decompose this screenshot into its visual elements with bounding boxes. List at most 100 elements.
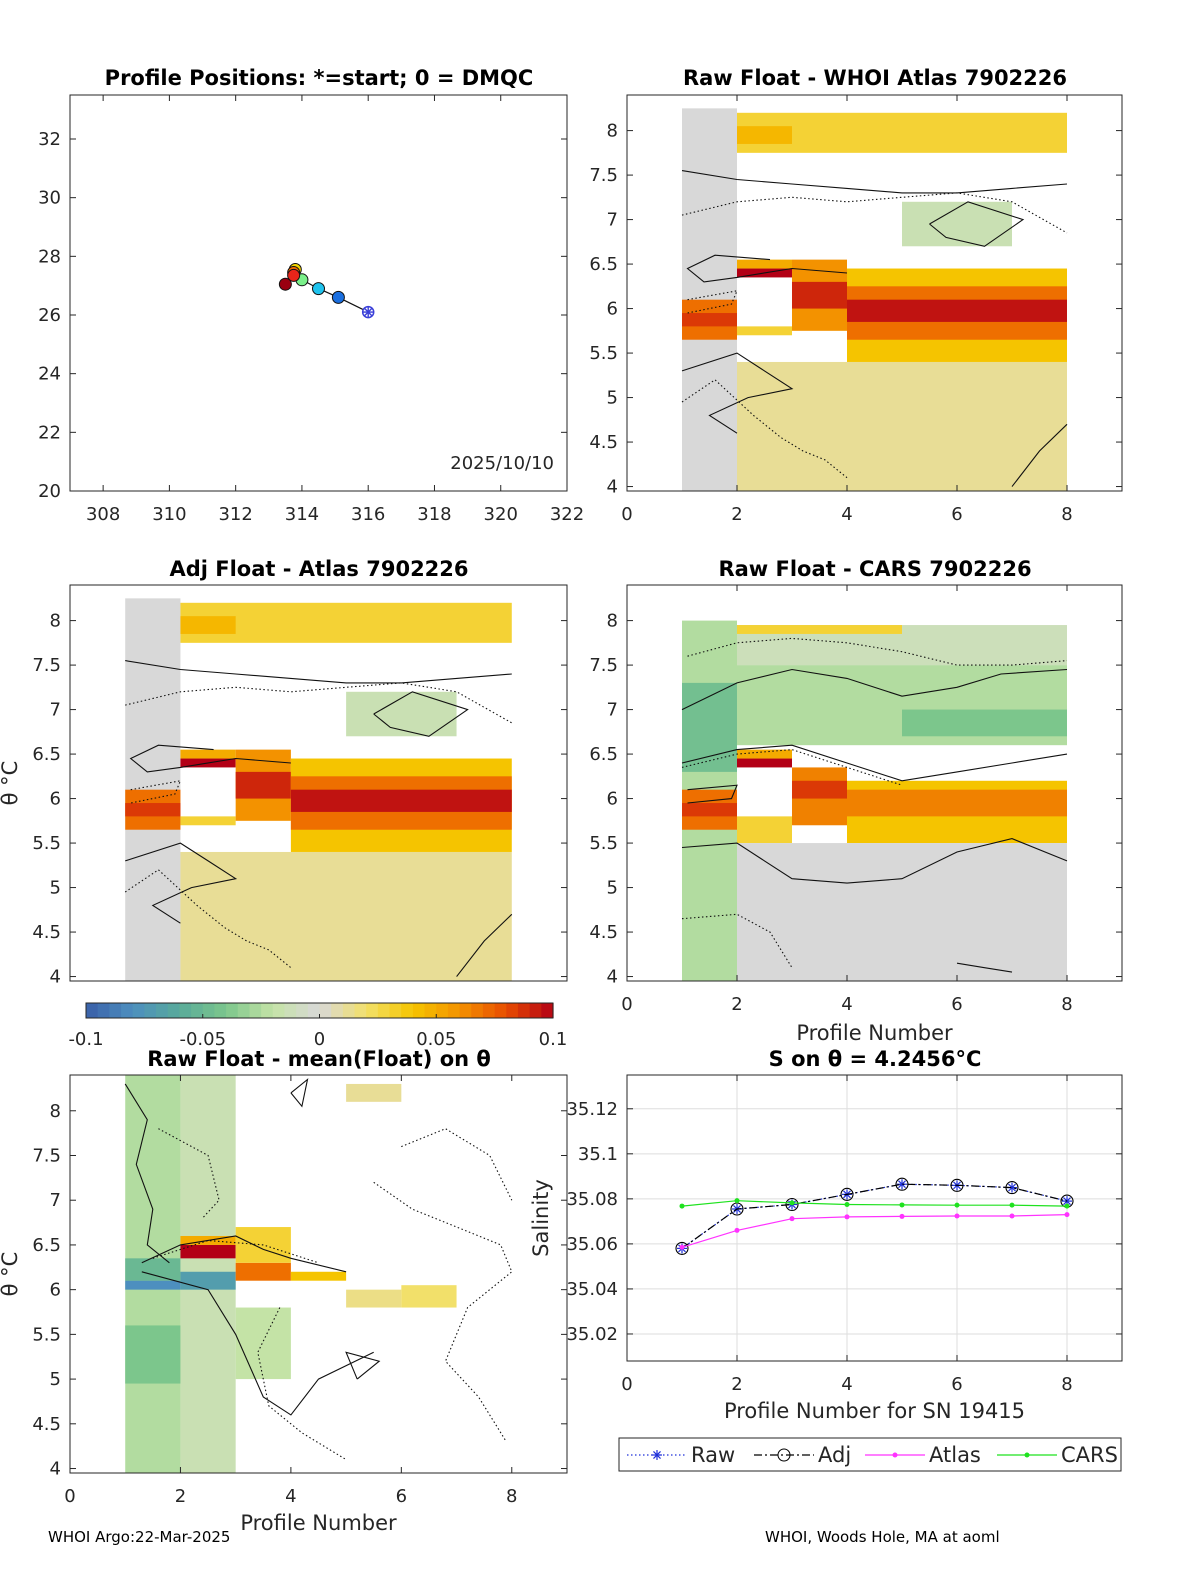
heatmap-cell [737, 326, 792, 336]
colorbar-swatch [529, 1003, 542, 1018]
legend-label-raw: Raw [691, 1443, 735, 1467]
legend-marker-raw [653, 1451, 661, 1459]
contour-solid [129, 744, 291, 773]
contour-solid [686, 254, 848, 283]
colorbar-swatch [482, 1003, 496, 1018]
colorbar-swatch [377, 1003, 391, 1018]
heatmap-cell [290, 789, 512, 812]
colorbar-swatch [179, 1003, 192, 1018]
colorbar-swatch [389, 1003, 402, 1018]
heatmap-cell [737, 259, 792, 269]
colorbar-swatch [319, 1003, 332, 1018]
colorbar-swatch [506, 1003, 519, 1018]
y-tick-label: 4.5 [589, 432, 618, 453]
contour-solid [125, 660, 512, 684]
axes-frame [69, 94, 568, 492]
heatmap-cell [125, 1325, 181, 1384]
heatmap-cell [902, 201, 1012, 247]
y-tick-label: 6 [50, 789, 61, 810]
contour-dotted [687, 290, 738, 314]
colorbar-tick-label: 0.1 [539, 1029, 568, 1050]
y-tick-label: 5 [50, 1369, 61, 1390]
adj-series-line [681, 1183, 1068, 1249]
colorbar-swatch [202, 1003, 216, 1018]
y-tick-label: 6.5 [32, 1235, 61, 1256]
x-tick-label: 2 [731, 994, 742, 1015]
raw-cars-panel: Raw Float - CARS 7902226 0 2 4 6 8 4 4.5 5 5.5 6 6… [589, 557, 1123, 1045]
colorbar-swatch [541, 1003, 554, 1018]
contour-solid [125, 842, 238, 924]
cars-point [899, 1202, 905, 1208]
colorbar-swatch [494, 1003, 507, 1018]
contour-dotted [681, 749, 903, 786]
y-tick-label: 5.5 [32, 1324, 61, 1345]
y-tick-label: 7.5 [589, 655, 618, 676]
x-tick-label: 316 [351, 504, 385, 525]
raw-point [1063, 1197, 1071, 1206]
colorbar-swatch [424, 1003, 437, 1018]
x-tick-label: 6 [951, 504, 962, 525]
contour-solid [124, 1083, 170, 1264]
colorbar-swatch [436, 1003, 449, 1018]
y-tick-label: 4.5 [32, 922, 61, 943]
colorbar-swatch [354, 1003, 367, 1018]
y-tick-label: 5 [607, 878, 618, 899]
contour-solid [929, 201, 1025, 247]
heatmap-cell [737, 749, 792, 759]
profile-position-marker [287, 268, 301, 282]
atlas-point [899, 1213, 905, 1219]
adj-point [675, 1241, 689, 1255]
colorbar-swatch [331, 1003, 344, 1018]
heatmap-cell [682, 682, 737, 772]
heatmap-cell [235, 1262, 291, 1281]
axes-frame [69, 584, 568, 982]
colorbar-swatch [109, 1003, 122, 1018]
y-tick-label: 6.5 [589, 254, 618, 275]
contour-solid [681, 170, 1068, 194]
y-axis-label: θ °C [0, 1252, 22, 1297]
y-tick-label: 6 [607, 299, 618, 320]
heatmap-cell [346, 1083, 402, 1102]
y-tick-label: 8 [50, 1101, 61, 1122]
x-tick-label: 314 [285, 504, 319, 525]
axes-frame [626, 1074, 1123, 1362]
raw-point [898, 1180, 906, 1189]
heatmap-cell [737, 625, 902, 634]
adj-point [840, 1187, 854, 1201]
atlas-point [1064, 1212, 1070, 1218]
x-tick-label: 0 [64, 1486, 75, 1507]
heatmap-cell [290, 1271, 347, 1281]
heatmap-cell [346, 1289, 402, 1308]
cars-point [789, 1200, 795, 1206]
salinity-panel: S on θ = 4.2456°C 0 2 4 6 8 35.02 35.04 35.06 35… [529, 1047, 1123, 1423]
y-tick-label: 4 [50, 1459, 61, 1480]
heatmap-cell [792, 780, 847, 799]
x-tick-label: 8 [1061, 504, 1072, 525]
heatmap-cell [180, 1271, 236, 1290]
y-tick-label: 26 [38, 305, 61, 326]
y-tick-label: 6.5 [32, 744, 61, 765]
raw-atlas-title: Raw Float - WHOI Atlas 7902226 [683, 66, 1067, 90]
heatmap-cell [737, 361, 1067, 491]
contour-solid [956, 962, 1013, 973]
y-tick-label: 28 [38, 246, 61, 267]
adj-point [895, 1177, 909, 1191]
x-tick-label: 0 [621, 994, 632, 1015]
adj-point [950, 1178, 964, 1192]
x-tick-label: 4 [841, 504, 852, 525]
colorbar-swatch [296, 1003, 309, 1018]
positions-title: Profile Positions: *=start; 0 = DMQC [105, 66, 534, 90]
heatmap-cell [180, 851, 512, 981]
colorbar-swatch [471, 1003, 484, 1018]
heatmap-cell [125, 1258, 181, 1281]
contour-dotted [687, 637, 1068, 666]
heatmap-cell [180, 1244, 236, 1259]
y-tick-label: 35.02 [566, 1324, 618, 1345]
y-tick-label: 7.5 [589, 165, 618, 186]
y-tick-label: 8 [607, 121, 618, 142]
colorbar-swatch [284, 1003, 297, 1018]
x-tick-label: 320 [484, 504, 518, 525]
x-tick-label: 322 [550, 504, 584, 525]
y-tick-label: 7 [50, 1190, 61, 1211]
